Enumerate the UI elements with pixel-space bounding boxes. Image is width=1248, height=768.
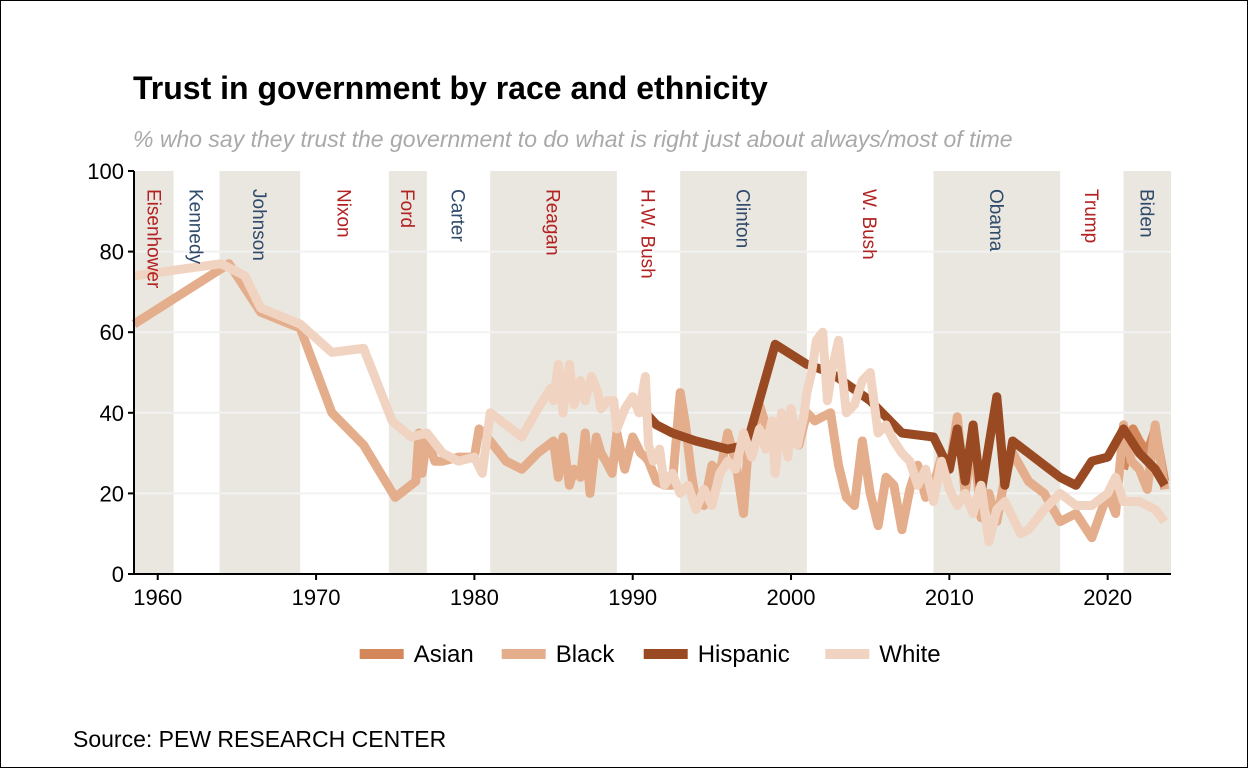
president-label-johnson: Johnson xyxy=(248,189,269,261)
legend-label-black: Black xyxy=(556,641,616,668)
president-label-h-w-bush: H.W. Bush xyxy=(637,189,658,279)
chart-title: Trust in government by race and ethnicit… xyxy=(133,70,768,106)
y-tick-label-100: 100 xyxy=(87,159,124,184)
legend-label-asian: Asian xyxy=(414,641,474,668)
x-tick-label-1970: 1970 xyxy=(292,585,341,610)
legend-label-hispanic: Hispanic xyxy=(698,641,790,668)
x-tick-label-1960: 1960 xyxy=(133,585,182,610)
president-label-reagan: Reagan xyxy=(542,189,563,256)
president-label-clinton: Clinton xyxy=(732,189,753,248)
y-tick-label-20: 20 xyxy=(100,481,124,506)
x-tick-label-2010: 2010 xyxy=(925,585,974,610)
y-tick-label-40: 40 xyxy=(100,401,124,426)
president-label-carter: Carter xyxy=(447,189,468,242)
y-tick-label-60: 60 xyxy=(100,320,124,345)
series-line-white xyxy=(133,259,1169,547)
legend-label-white: White xyxy=(879,641,940,668)
president-label-nixon: Nixon xyxy=(333,189,354,238)
series-line-hispanic xyxy=(642,339,1169,498)
y-tick-label-0: 0 xyxy=(112,562,124,587)
x-tick-label-2020: 2020 xyxy=(1083,585,1132,610)
term-band-ford xyxy=(388,171,427,574)
x-tick-label-1980: 1980 xyxy=(450,585,499,610)
x-tick-label-2000: 2000 xyxy=(767,585,816,610)
x-tick-label-1990: 1990 xyxy=(608,585,657,610)
term-band-johnson xyxy=(219,171,301,574)
president-label-trump: Trump xyxy=(1080,189,1101,243)
president-label-w-bush: W. Bush xyxy=(858,189,879,260)
y-tick-label-80: 80 xyxy=(100,240,124,265)
term-band-eisenhower xyxy=(134,171,174,574)
president-label-kennedy: Kennedy xyxy=(185,189,206,265)
source-note: Source: PEW RESEARCH CENTER xyxy=(73,726,447,752)
president-label-ford: Ford xyxy=(396,189,417,228)
president-label-biden: Biden xyxy=(1135,189,1156,238)
chart-subtitle: % who say they trust the government to d… xyxy=(133,126,1013,152)
president-label-obama: Obama xyxy=(985,189,1006,252)
president-label-eisenhower: Eisenhower xyxy=(143,189,164,289)
